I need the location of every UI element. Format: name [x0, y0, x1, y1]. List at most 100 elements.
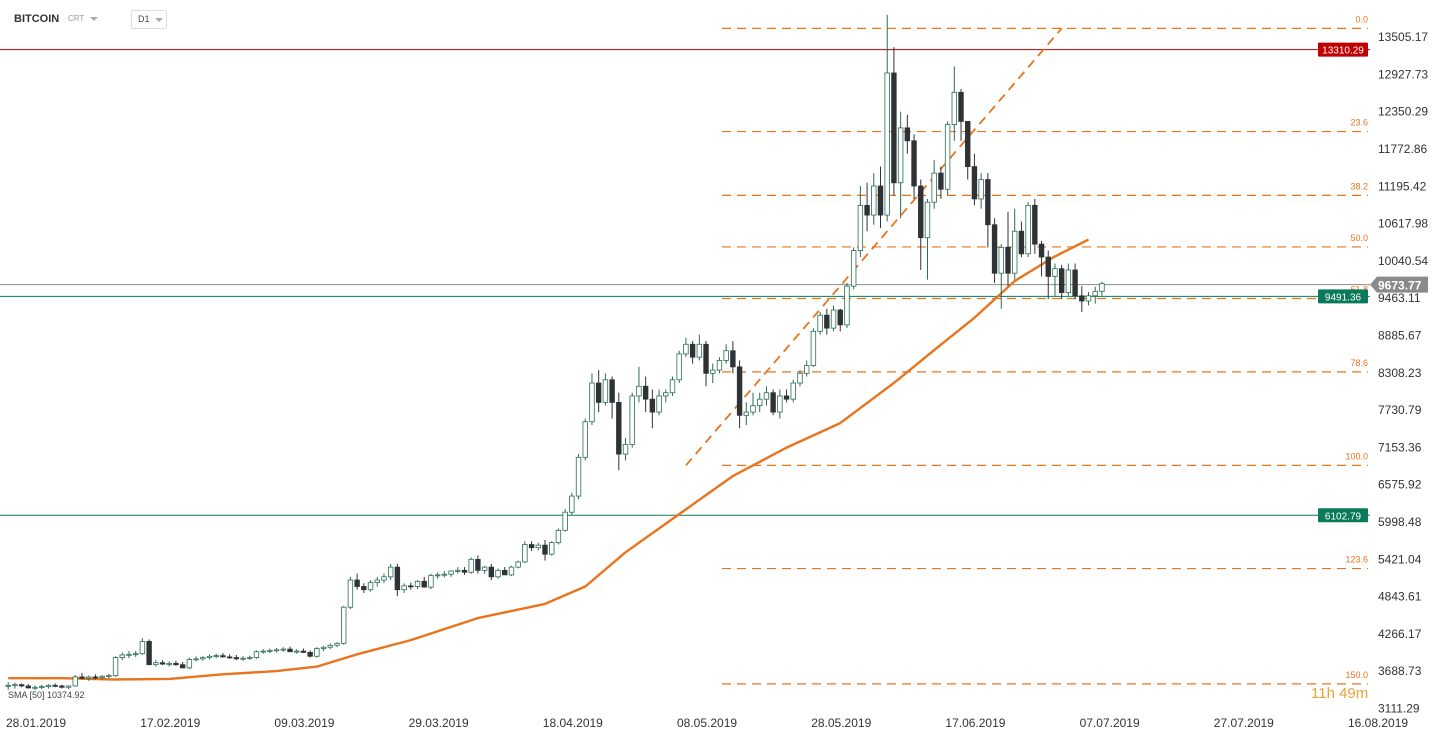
bullish-candle [777, 389, 783, 419]
candle-body [830, 309, 837, 329]
bullish-candle [710, 363, 716, 384]
candle-body [106, 675, 112, 678]
x-tick-label: 16.08.2019 [1348, 716, 1408, 730]
bullish-candle [924, 198, 931, 280]
candle-body [985, 179, 991, 226]
candle-body [864, 204, 870, 216]
bearish-candle [730, 341, 736, 374]
candle-body [273, 649, 280, 652]
candle-body [924, 201, 931, 239]
bullish-candle [186, 657, 193, 670]
bullish-candle [636, 366, 642, 403]
bullish-candle [763, 386, 770, 406]
candle-body [730, 350, 736, 368]
bullish-candle [260, 649, 266, 654]
candle-body [763, 392, 770, 400]
bearish-candle [488, 563, 495, 581]
bullish-candle [72, 674, 78, 687]
bullish-candle [629, 392, 635, 448]
bullish-candle [273, 647, 280, 653]
bearish-candle [891, 47, 897, 196]
candle-body [220, 655, 226, 658]
y-tick-label: 4843.61 [1378, 590, 1422, 604]
bullish-candle [414, 580, 421, 590]
candle-body [414, 580, 421, 587]
current-price-tag [1370, 276, 1428, 293]
candle-body [703, 343, 709, 374]
source-label[interactable]: CRT [68, 14, 85, 23]
fib-level-label: 123.6 [1345, 555, 1368, 565]
source-chevron-down-icon[interactable] [90, 17, 98, 21]
candle-body [683, 343, 689, 355]
bearish-candle [354, 573, 360, 590]
bearish-candle [475, 555, 481, 574]
candle-body [1072, 269, 1078, 297]
candle-body [32, 686, 38, 689]
candle-body [750, 405, 756, 413]
bullish-candle [65, 685, 72, 690]
candle-body [850, 250, 857, 287]
candle-body [39, 686, 45, 689]
candle-body [126, 653, 132, 656]
bearish-candle [1079, 286, 1085, 312]
bullish-candle [871, 173, 877, 225]
candle-body [931, 172, 937, 203]
bullish-candle [683, 337, 689, 358]
bearish-candle [394, 563, 401, 597]
candle-body [716, 360, 723, 371]
y-tick-label: 12350.29 [1378, 105, 1428, 119]
bearish-candle [79, 673, 85, 680]
candle-body [495, 569, 501, 578]
candle-body [965, 121, 971, 168]
bearish-candle [307, 650, 313, 658]
y-tick-label: 8308.23 [1378, 366, 1422, 380]
candle-body [998, 246, 1004, 274]
candle-body [448, 570, 454, 575]
bearish-candle [911, 134, 917, 199]
candle-body [797, 372, 803, 384]
candle-body [294, 650, 300, 653]
current-price-tag-text: 9673.77 [1378, 279, 1422, 293]
bearish-candle [1018, 221, 1025, 258]
candle-countdown: 11h 49m [1311, 685, 1369, 702]
bullish-candle [1012, 208, 1018, 280]
bearish-candle [1072, 263, 1078, 300]
bullish-candle [39, 684, 45, 690]
symbol-label[interactable]: BITCOIN [14, 13, 60, 25]
candle-body [871, 185, 877, 216]
fib-level-label: 78.6 [1350, 358, 1368, 368]
timeframe-select[interactable]: D1 [131, 10, 167, 29]
bearish-candle [146, 639, 152, 666]
bullish-candle [797, 370, 803, 387]
candle-body [1079, 295, 1085, 302]
bullish-candle [441, 570, 448, 578]
candle-body [112, 657, 119, 677]
bullish-candle [716, 357, 723, 374]
bearish-candle [864, 182, 870, 232]
candle-body [481, 566, 488, 571]
level-price-tag-text: 9491.36 [1325, 292, 1362, 303]
bullish-candle [897, 111, 904, 219]
y-tick-label: 7153.36 [1378, 440, 1422, 454]
candle-body [676, 353, 682, 381]
candle-body [689, 343, 696, 358]
level-price-tag [1318, 289, 1368, 304]
bearish-candle [502, 567, 508, 576]
price-tags: 13310.29 9491.36 6102.79 9673.77 [1318, 42, 1428, 523]
bullish-candle [589, 373, 595, 426]
x-tick-label: 28.05.2019 [811, 716, 871, 730]
candle-body [736, 366, 743, 416]
candle-body [777, 395, 783, 413]
candle-body [139, 641, 146, 655]
bullish-candle [508, 565, 515, 577]
y-tick-label: 3688.73 [1378, 664, 1422, 678]
bullish-candle [434, 572, 441, 579]
bullish-candle [562, 508, 568, 532]
bullish-candle [106, 673, 112, 679]
bullish-candle [723, 344, 729, 364]
candle-body [99, 675, 105, 678]
bullish-candle [280, 647, 287, 652]
bearish-candle [226, 654, 233, 659]
bullish-candle [676, 350, 682, 384]
